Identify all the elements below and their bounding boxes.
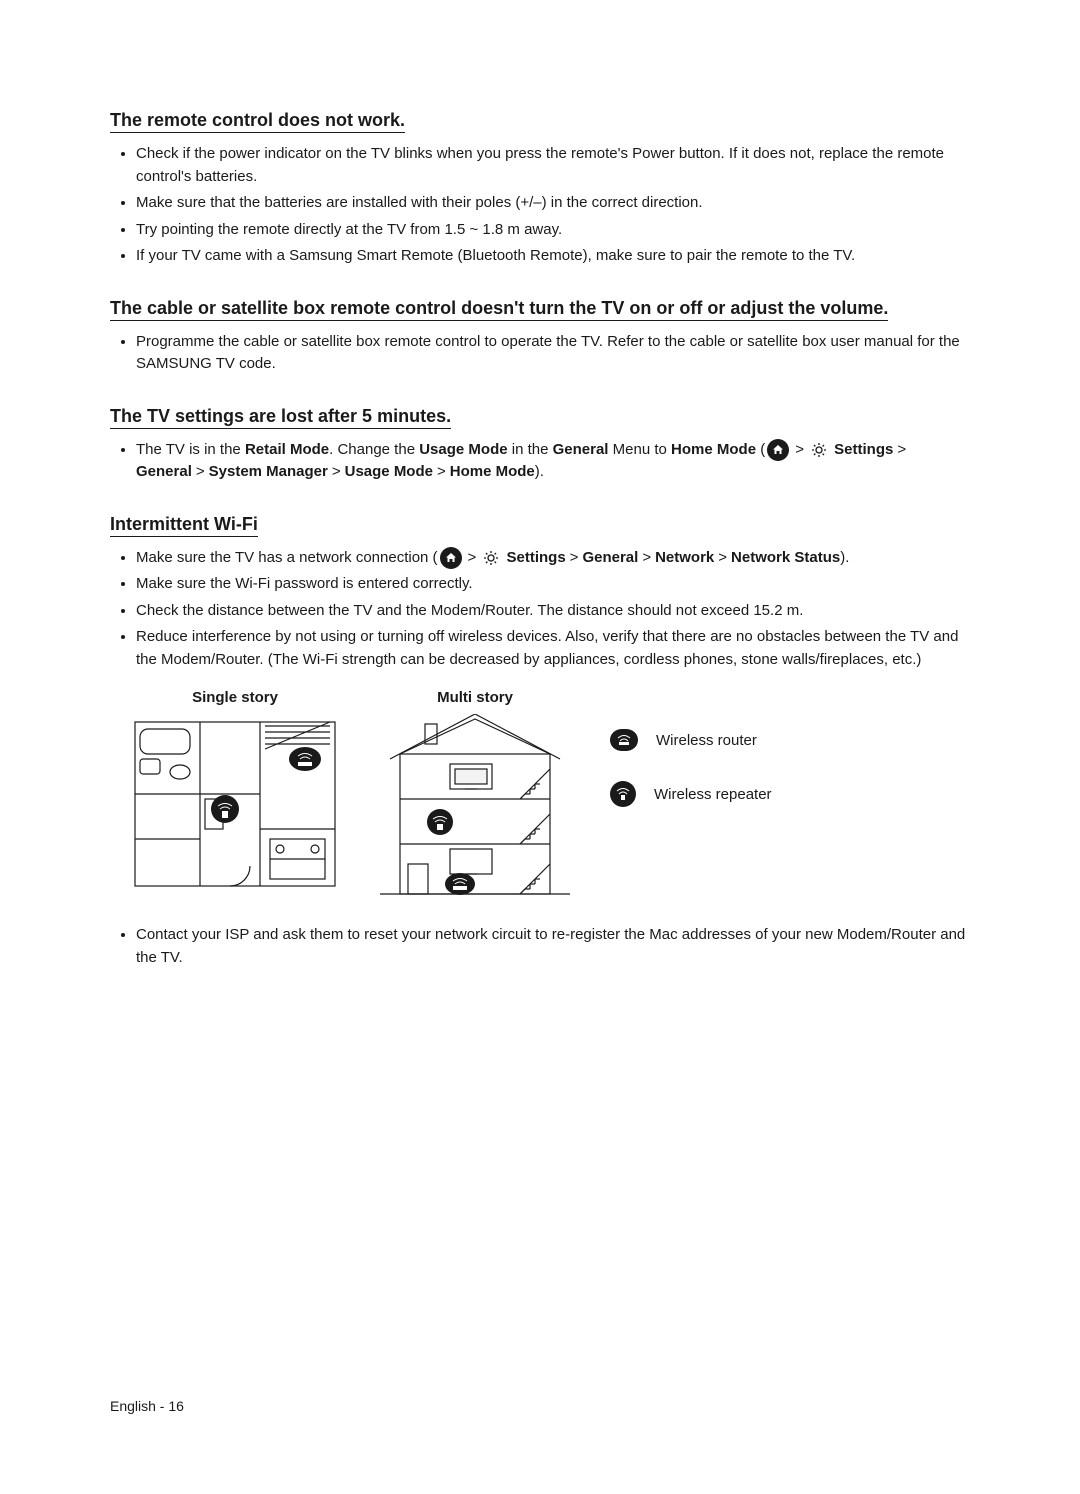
heading: The cable or satellite box remote contro… xyxy=(110,298,888,321)
chevron: > xyxy=(795,441,804,458)
bold-text: Retail Mode xyxy=(245,441,329,458)
multi-story-col: Multi story xyxy=(370,689,580,894)
text: . Change the xyxy=(329,441,419,458)
router-icon xyxy=(610,729,638,751)
bold-text: Usage Mode xyxy=(419,441,507,458)
section-remote-not-work: The remote control does not work. Check … xyxy=(110,110,970,268)
list-item: Make sure that the batteries are install… xyxy=(136,192,970,215)
chevron: > xyxy=(897,441,906,458)
multi-story-title: Multi story xyxy=(437,689,513,706)
list-item: Try pointing the remote directly at the … xyxy=(136,219,970,242)
single-story-diagram xyxy=(130,714,340,894)
text: ). xyxy=(840,549,849,566)
heading: The remote control does not work. xyxy=(110,110,405,133)
heading: The TV settings are lost after 5 minutes… xyxy=(110,406,451,429)
chevron: > xyxy=(468,549,477,566)
heading: Intermittent Wi-Fi xyxy=(110,514,258,537)
chevron: > xyxy=(642,549,651,566)
bold-text: General xyxy=(553,441,609,458)
legend-repeater-row: Wireless repeater xyxy=(610,781,772,807)
bold-text: Network xyxy=(655,549,714,566)
diagram-legend: Wireless router Wireless repeater xyxy=(610,729,772,807)
list-item: If your TV came with a Samsung Smart Rem… xyxy=(136,245,970,268)
list-item: Check the distance between the TV and th… xyxy=(136,600,970,623)
repeater-icon xyxy=(610,781,636,807)
bullet-list: The TV is in the Retail Mode. Change the… xyxy=(110,439,970,484)
chevron: > xyxy=(718,549,727,566)
chevron: > xyxy=(196,463,205,480)
section-cable-remote: The cable or satellite box remote contro… xyxy=(110,298,970,376)
home-icon xyxy=(440,547,462,569)
list-item: Make sure the Wi-Fi password is entered … xyxy=(136,573,970,596)
list-item: The TV is in the Retail Mode. Change the… xyxy=(136,439,970,484)
bullet-list: Check if the power indicator on the TV b… xyxy=(110,143,970,268)
bold-text: General xyxy=(582,549,638,566)
bold-text: Settings xyxy=(506,549,565,566)
chevron: > xyxy=(437,463,446,480)
text: ). xyxy=(535,463,544,480)
list-item: Programme the cable or satellite box rem… xyxy=(136,331,970,376)
bullet-list-post: Contact your ISP and ask them to reset y… xyxy=(110,924,970,969)
bold-text: Settings xyxy=(834,441,893,458)
chevron: > xyxy=(570,549,579,566)
text: Menu to xyxy=(608,441,671,458)
bold-text: Home Mode xyxy=(450,463,535,480)
legend-repeater-label: Wireless repeater xyxy=(654,786,772,803)
manual-page: The remote control does not work. Check … xyxy=(0,0,1080,1039)
bullet-list: Make sure the TV has a network connectio… xyxy=(110,547,970,672)
legend-router-label: Wireless router xyxy=(656,732,757,749)
page-footer: English - 16 xyxy=(110,1398,184,1414)
bold-text: Home Mode xyxy=(671,441,756,458)
single-story-title: Single story xyxy=(192,689,278,706)
single-story-col: Single story xyxy=(130,689,340,894)
bullet-list: Programme the cable or satellite box rem… xyxy=(110,331,970,376)
wifi-diagram-row: Single story xyxy=(130,689,970,894)
legend-router-row: Wireless router xyxy=(610,729,772,751)
chevron: > xyxy=(332,463,341,480)
multi-story-diagram xyxy=(370,714,580,894)
gear-icon xyxy=(482,549,500,567)
text: ( xyxy=(756,441,765,458)
text: in the xyxy=(508,441,553,458)
section-wifi: Intermittent Wi-Fi Make sure the TV has … xyxy=(110,514,970,970)
list-item: Contact your ISP and ask them to reset y… xyxy=(136,924,970,969)
home-icon xyxy=(767,439,789,461)
list-item: Make sure the TV has a network connectio… xyxy=(136,547,970,570)
text: Make sure the TV has a network connectio… xyxy=(136,549,438,566)
bold-text: General xyxy=(136,463,192,480)
section-settings-lost: The TV settings are lost after 5 minutes… xyxy=(110,406,970,484)
list-item: Reduce interference by not using or turn… xyxy=(136,626,970,671)
bold-text: Usage Mode xyxy=(345,463,433,480)
bold-text: System Manager xyxy=(209,463,328,480)
list-item: Check if the power indicator on the TV b… xyxy=(136,143,970,188)
text: The TV is in the xyxy=(136,441,245,458)
gear-icon xyxy=(810,441,828,459)
bold-text: Network Status xyxy=(731,549,840,566)
